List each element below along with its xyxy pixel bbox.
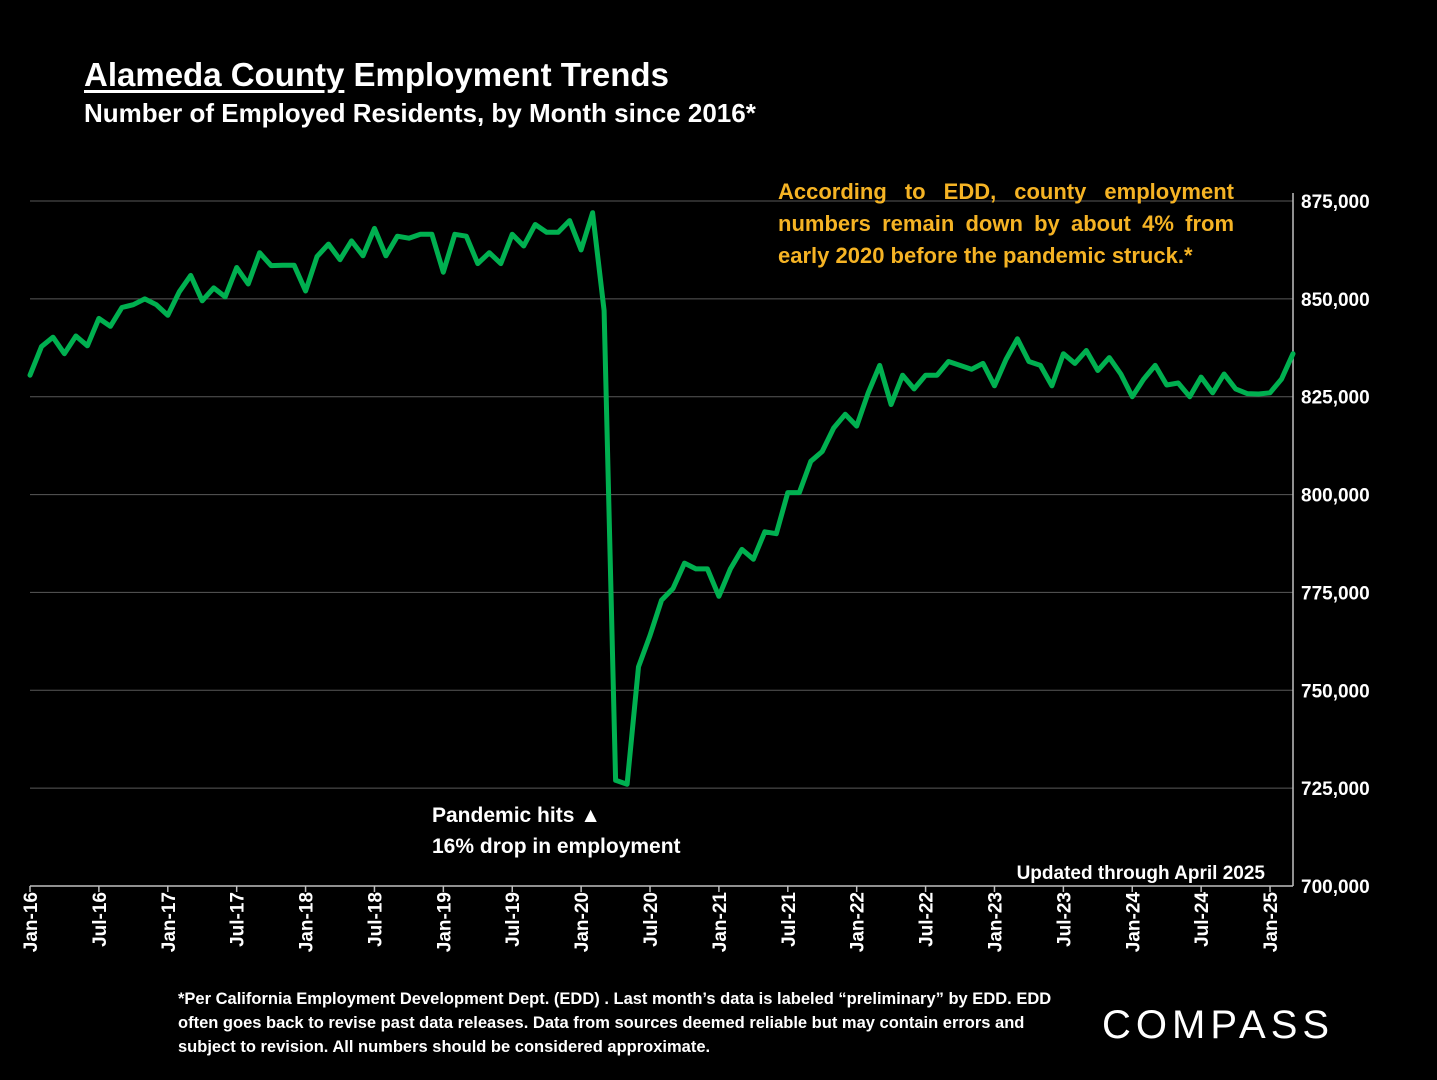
x-tick-label: Jul-18 <box>365 892 386 947</box>
y-tick-label: 750,000 <box>1301 681 1370 702</box>
y-tick-label: 850,000 <box>1301 290 1370 311</box>
gridlines <box>30 200 1293 789</box>
pandemic-annotation-line1: Pandemic hits ▲ <box>432 804 601 827</box>
x-tick-label: Jul-23 <box>1054 892 1075 947</box>
x-tick-label: Jul-24 <box>1192 892 1213 947</box>
x-tick-label: Jan-21 <box>710 892 731 953</box>
title-rest: Employment Trends <box>344 56 669 93</box>
x-tick-label: Jul-20 <box>641 892 662 947</box>
chart-title: Alameda County Employment Trends <box>84 56 669 94</box>
y-tick-label: 775,000 <box>1301 583 1370 604</box>
series-line <box>27 210 1296 787</box>
x-tick-label: Jan-24 <box>1123 892 1144 953</box>
y-tick-label: 700,000 <box>1301 877 1370 898</box>
x-tick-label: Jan-16 <box>21 892 42 952</box>
x-tick-label: Jul-17 <box>228 892 249 947</box>
x-tick-labels: Jan-16 Jul-16 Jan-17 Jul-17 Jan-18 Jul-18 Jan-… <box>21 892 1282 953</box>
pandemic-annotation-line2: 16% drop in employment <box>432 835 681 858</box>
x-tick-label: Jan-20 <box>572 892 593 952</box>
y-tick-label: 725,000 <box>1301 779 1370 800</box>
x-tick-label: Jan-18 <box>297 892 318 952</box>
compass-logo: COMPASS <box>1102 1003 1335 1047</box>
x-tick-label: Jan-25 <box>1261 892 1282 953</box>
x-tick-label: Jul-16 <box>90 892 111 947</box>
x-tick-label: Jan-19 <box>434 892 455 952</box>
x-tick-label: Jan-23 <box>985 892 1006 952</box>
updated-note: Updated through April 2025 <box>1017 863 1266 884</box>
axes <box>29 193 1294 892</box>
series-layer <box>27 210 1296 787</box>
x-tick-label: Jul-22 <box>917 892 938 947</box>
footnote: *Per California Employment Development D… <box>178 990 1052 1056</box>
y-tick-label: 875,000 <box>1301 192 1370 213</box>
x-tick-label: Jan-17 <box>159 892 180 952</box>
x-tick-label: Jan-22 <box>848 892 869 952</box>
edd-callout: According to EDD, county employment numb… <box>778 179 1234 268</box>
x-tick-label: Jul-21 <box>779 892 800 947</box>
x-tick-label: Jul-19 <box>503 892 524 947</box>
chart-subtitle: Number of Employed Residents, by Month s… <box>84 98 756 128</box>
y-tick-label: 800,000 <box>1301 486 1370 507</box>
title-county: Alameda County <box>84 56 345 93</box>
y-tick-label: 825,000 <box>1301 388 1370 409</box>
y-tick-labels: 700,000 725,000 750,000 775,000 800,000 825,0… <box>1301 192 1370 898</box>
